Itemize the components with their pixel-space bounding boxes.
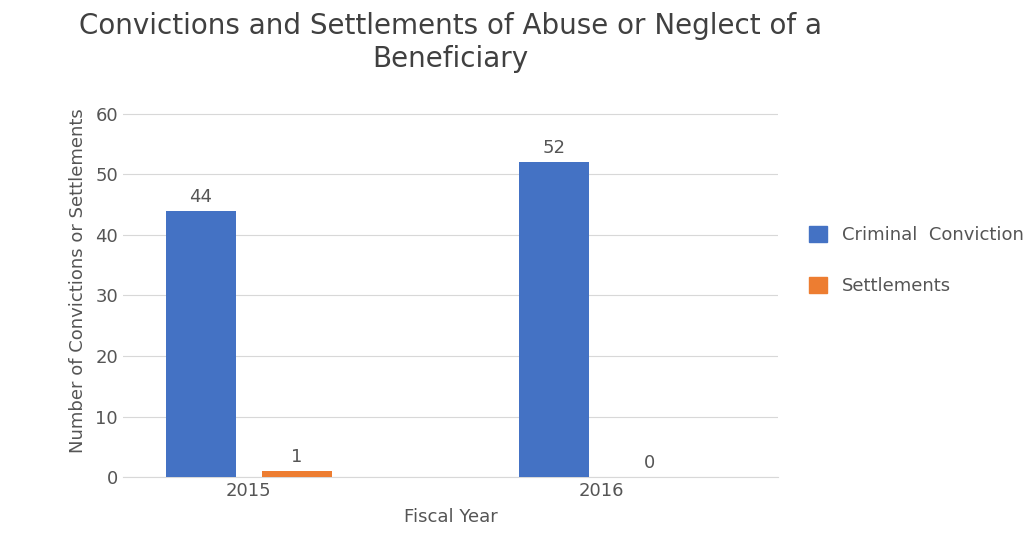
Title: Convictions and Settlements of Abuse or Neglect of a
Beneficiary: Convictions and Settlements of Abuse or … — [79, 12, 822, 73]
Text: 52: 52 — [543, 139, 565, 157]
Legend: Criminal  Conviction, Settlements: Criminal Conviction, Settlements — [801, 217, 1024, 304]
Bar — [166, 210, 237, 477]
Y-axis label: Number of Convictions or Settlements: Number of Convictions or Settlements — [69, 108, 87, 453]
Text: 0: 0 — [644, 455, 655, 472]
Bar — [518, 162, 589, 477]
X-axis label: Fiscal Year: Fiscal Year — [403, 508, 498, 527]
Text: 1: 1 — [291, 448, 302, 466]
Bar — [261, 471, 332, 477]
Text: 44: 44 — [189, 188, 213, 206]
